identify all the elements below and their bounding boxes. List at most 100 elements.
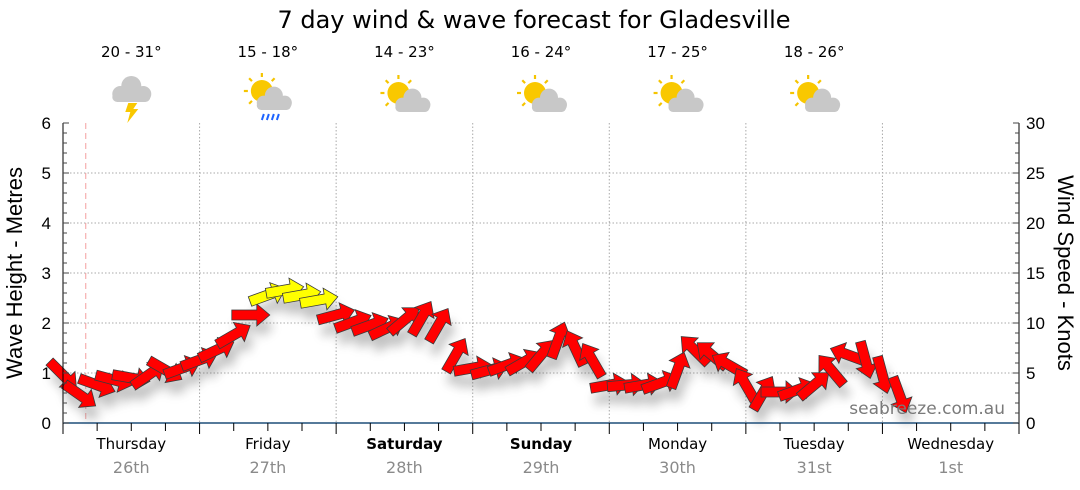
weather-icons: 20 - 31° 15 - 18° 14 - 23° 16 - 24° 17 - 25°… xyxy=(101,43,844,123)
wind-arrow xyxy=(818,354,848,389)
wind-arrow-shadow xyxy=(800,384,833,414)
left-tick-label: 5 xyxy=(42,164,51,183)
right-tick-label: 25 xyxy=(1026,164,1045,183)
date-label: 31st xyxy=(797,458,832,477)
left-tick-label: 0 xyxy=(42,414,51,433)
wind-arrow xyxy=(407,301,435,338)
wind-arrow xyxy=(665,351,691,391)
wind-arrow xyxy=(299,287,339,311)
thunderstorm-icon xyxy=(112,76,152,123)
wind-arrow xyxy=(855,339,879,379)
rain-drop xyxy=(270,113,275,121)
cloud-shape xyxy=(395,88,431,112)
wind-arrow xyxy=(424,308,452,345)
temperature-range: 18 - 26° xyxy=(784,43,845,61)
wind-arrows xyxy=(45,277,913,414)
right-tick-label: 30 xyxy=(1026,114,1045,133)
wind-arrow-shadow xyxy=(411,313,439,349)
day-label: Sunday xyxy=(510,435,573,453)
left-tick-label: 1 xyxy=(42,364,51,383)
sun-ray xyxy=(521,102,526,107)
wind-arrow xyxy=(441,338,469,375)
sun-cloud-rain-icon xyxy=(243,73,292,121)
date-label: 30th xyxy=(659,458,696,477)
date-label: 27th xyxy=(249,458,286,477)
sun-ray xyxy=(544,79,549,84)
right-tick-label: 10 xyxy=(1026,314,1045,333)
cloud-part xyxy=(112,92,151,102)
left-tick-label: 6 xyxy=(42,114,51,133)
day-label: Monday xyxy=(648,435,707,453)
rain-drop xyxy=(265,113,270,121)
temperature-range: 16 - 24° xyxy=(511,43,572,61)
rain-drop xyxy=(260,113,265,121)
temperature-range: 15 - 18° xyxy=(238,43,299,61)
day-label: Tuesday xyxy=(783,435,845,453)
cloud-part xyxy=(668,103,703,112)
sun-ray xyxy=(248,100,253,105)
wind-arrow xyxy=(214,321,251,350)
left-tick-label: 4 xyxy=(42,214,51,233)
day-label: Saturday xyxy=(366,435,443,453)
axes: 0 1 2 3 4 5 6 0 5 10 15 20 25 30 Thursday 26th Friday 27t… xyxy=(42,114,1045,477)
sun-ray xyxy=(794,102,800,107)
sun-ray xyxy=(680,79,686,84)
wind-arrow xyxy=(61,379,97,408)
left-tick-label: 2 xyxy=(42,314,51,333)
sun-ray xyxy=(270,77,276,82)
date-label: 29th xyxy=(523,458,560,477)
temperature-range: 17 - 25° xyxy=(647,43,708,61)
cloud-shape xyxy=(112,76,152,102)
wind-arrow-shadow xyxy=(685,348,716,379)
cloud-shape xyxy=(256,86,292,110)
temperature-range: 14 - 23° xyxy=(374,43,435,61)
arrow-shadows xyxy=(50,290,916,425)
right-tick-label: 5 xyxy=(1026,364,1035,383)
chart-title: 7 day wind & wave forecast for Gladesvil… xyxy=(277,6,790,34)
cloud-part xyxy=(256,101,291,110)
cloud-shape xyxy=(805,88,841,112)
sun-ray xyxy=(248,77,253,82)
wind-arrow xyxy=(231,303,271,327)
right-axis-title: Wind Speed - Knots xyxy=(1053,175,1078,371)
sun-ray xyxy=(658,79,663,84)
cloud-part xyxy=(395,103,430,112)
sun-ray xyxy=(407,79,412,84)
partly-cloudy-icon xyxy=(517,75,567,112)
right-tick-label: 15 xyxy=(1026,264,1045,283)
wind-arrow xyxy=(579,343,607,380)
partly-cloudy-icon xyxy=(790,75,841,112)
date-label: 1st xyxy=(938,458,963,477)
wind-arrow-shadow xyxy=(528,352,558,385)
cloud-part xyxy=(805,103,840,112)
wind-arrow xyxy=(546,321,572,361)
wind-arrow xyxy=(887,374,913,414)
date-label: 28th xyxy=(386,458,423,477)
lightning-icon xyxy=(125,103,139,123)
left-tick-label: 3 xyxy=(42,264,51,283)
sun-ray xyxy=(658,102,663,107)
day-label: Thursday xyxy=(95,435,166,453)
wind-arrow-shadow xyxy=(428,320,456,356)
right-tick-label: 20 xyxy=(1026,214,1045,233)
wind-arrow-shadow xyxy=(235,316,274,338)
watermark: seabreeze.com.au xyxy=(849,399,1005,419)
left-axis-title: Wave Height - Metres xyxy=(2,167,27,379)
sun-ray xyxy=(521,79,526,84)
cloud-shape xyxy=(531,88,567,112)
day-label: Friday xyxy=(245,435,291,453)
partly-cloudy-icon xyxy=(380,75,431,112)
sun-ray xyxy=(384,102,390,107)
sun-ray xyxy=(817,79,822,84)
sun-ray xyxy=(384,79,390,84)
day-label: Wednesday xyxy=(907,435,994,453)
partly-cloudy-icon xyxy=(653,75,704,112)
cloud-part xyxy=(531,103,567,112)
temperature-range: 20 - 31° xyxy=(101,43,162,61)
date-label: 26th xyxy=(113,458,150,477)
sun-ray xyxy=(794,79,800,84)
right-tick-label: 0 xyxy=(1026,414,1035,433)
rain-drop xyxy=(275,113,280,121)
cloud-shape xyxy=(668,88,704,112)
